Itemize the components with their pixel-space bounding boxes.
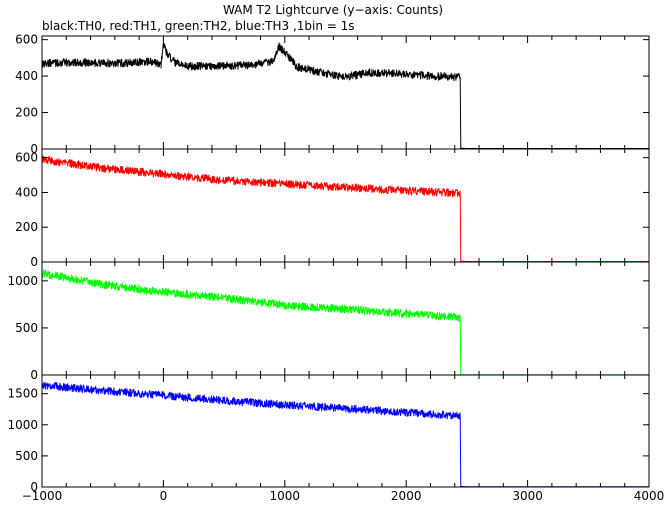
y-tick-label: 500 <box>15 321 38 335</box>
panel-th3: 0 500 1000 1500 <box>7 374 650 494</box>
series-th0-segment-3 <box>459 76 649 149</box>
chart-subtitle: black:TH0, red:TH1, green:TH2, blue:TH3 … <box>42 19 355 33</box>
panel-th0: 0 200 400 600 <box>15 33 650 156</box>
series-th3-segment-0 <box>41 381 461 420</box>
series-th1-segment-1 <box>459 193 649 262</box>
y-tick-label: 400 <box>15 69 38 83</box>
series-th1-segment-0 <box>41 155 461 198</box>
x-tick-label: 0 <box>160 489 168 503</box>
y-tick-label: 200 <box>15 106 38 120</box>
x-tick-label: 2000 <box>391 489 422 503</box>
y-tick-label: 1500 <box>7 387 38 401</box>
y-tick-label: 0 <box>30 255 38 269</box>
y-tick-label: 500 <box>15 449 38 463</box>
series-th0-segment-0 <box>41 57 162 68</box>
x-tick-label: 4000 <box>634 489 665 503</box>
series-th3-segment-1 <box>459 416 649 488</box>
x-tick-label: 3000 <box>512 489 543 503</box>
x-tick-label: −1000 <box>22 489 63 503</box>
panels-group: 0200400600020040060005001000050010001500… <box>7 33 664 503</box>
y-tick-label: 600 <box>15 151 38 165</box>
series-th2-segment-1 <box>459 317 649 376</box>
panel-th2: 0 500 1000 <box>7 261 650 382</box>
y-tick-label: 0 <box>30 142 38 156</box>
y-tick-label: 1000 <box>7 274 38 288</box>
y-tick-label: 200 <box>15 220 38 234</box>
panel-frame-th3 <box>41 374 650 488</box>
panel-frame-th1 <box>41 148 650 263</box>
y-tick-label: 400 <box>15 185 38 199</box>
chart-title: WAM T2 Lightcurve (y−axis: Counts) <box>223 3 443 17</box>
panel-frame-th0 <box>41 35 650 150</box>
series-th0-segment-2 <box>272 42 461 82</box>
y-tick-label: 0 <box>30 368 38 382</box>
y-tick-label: 1000 <box>7 418 38 432</box>
y-tick-label: 0 <box>30 480 38 494</box>
x-tick-label: 1000 <box>270 489 301 503</box>
panel-frame-th2 <box>41 261 650 376</box>
series-th0-segment-1 <box>160 42 274 71</box>
y-tick-label: 600 <box>15 33 38 47</box>
panel-th1: 0 200 400 600 <box>15 148 650 269</box>
series-th2-segment-0 <box>41 269 461 322</box>
